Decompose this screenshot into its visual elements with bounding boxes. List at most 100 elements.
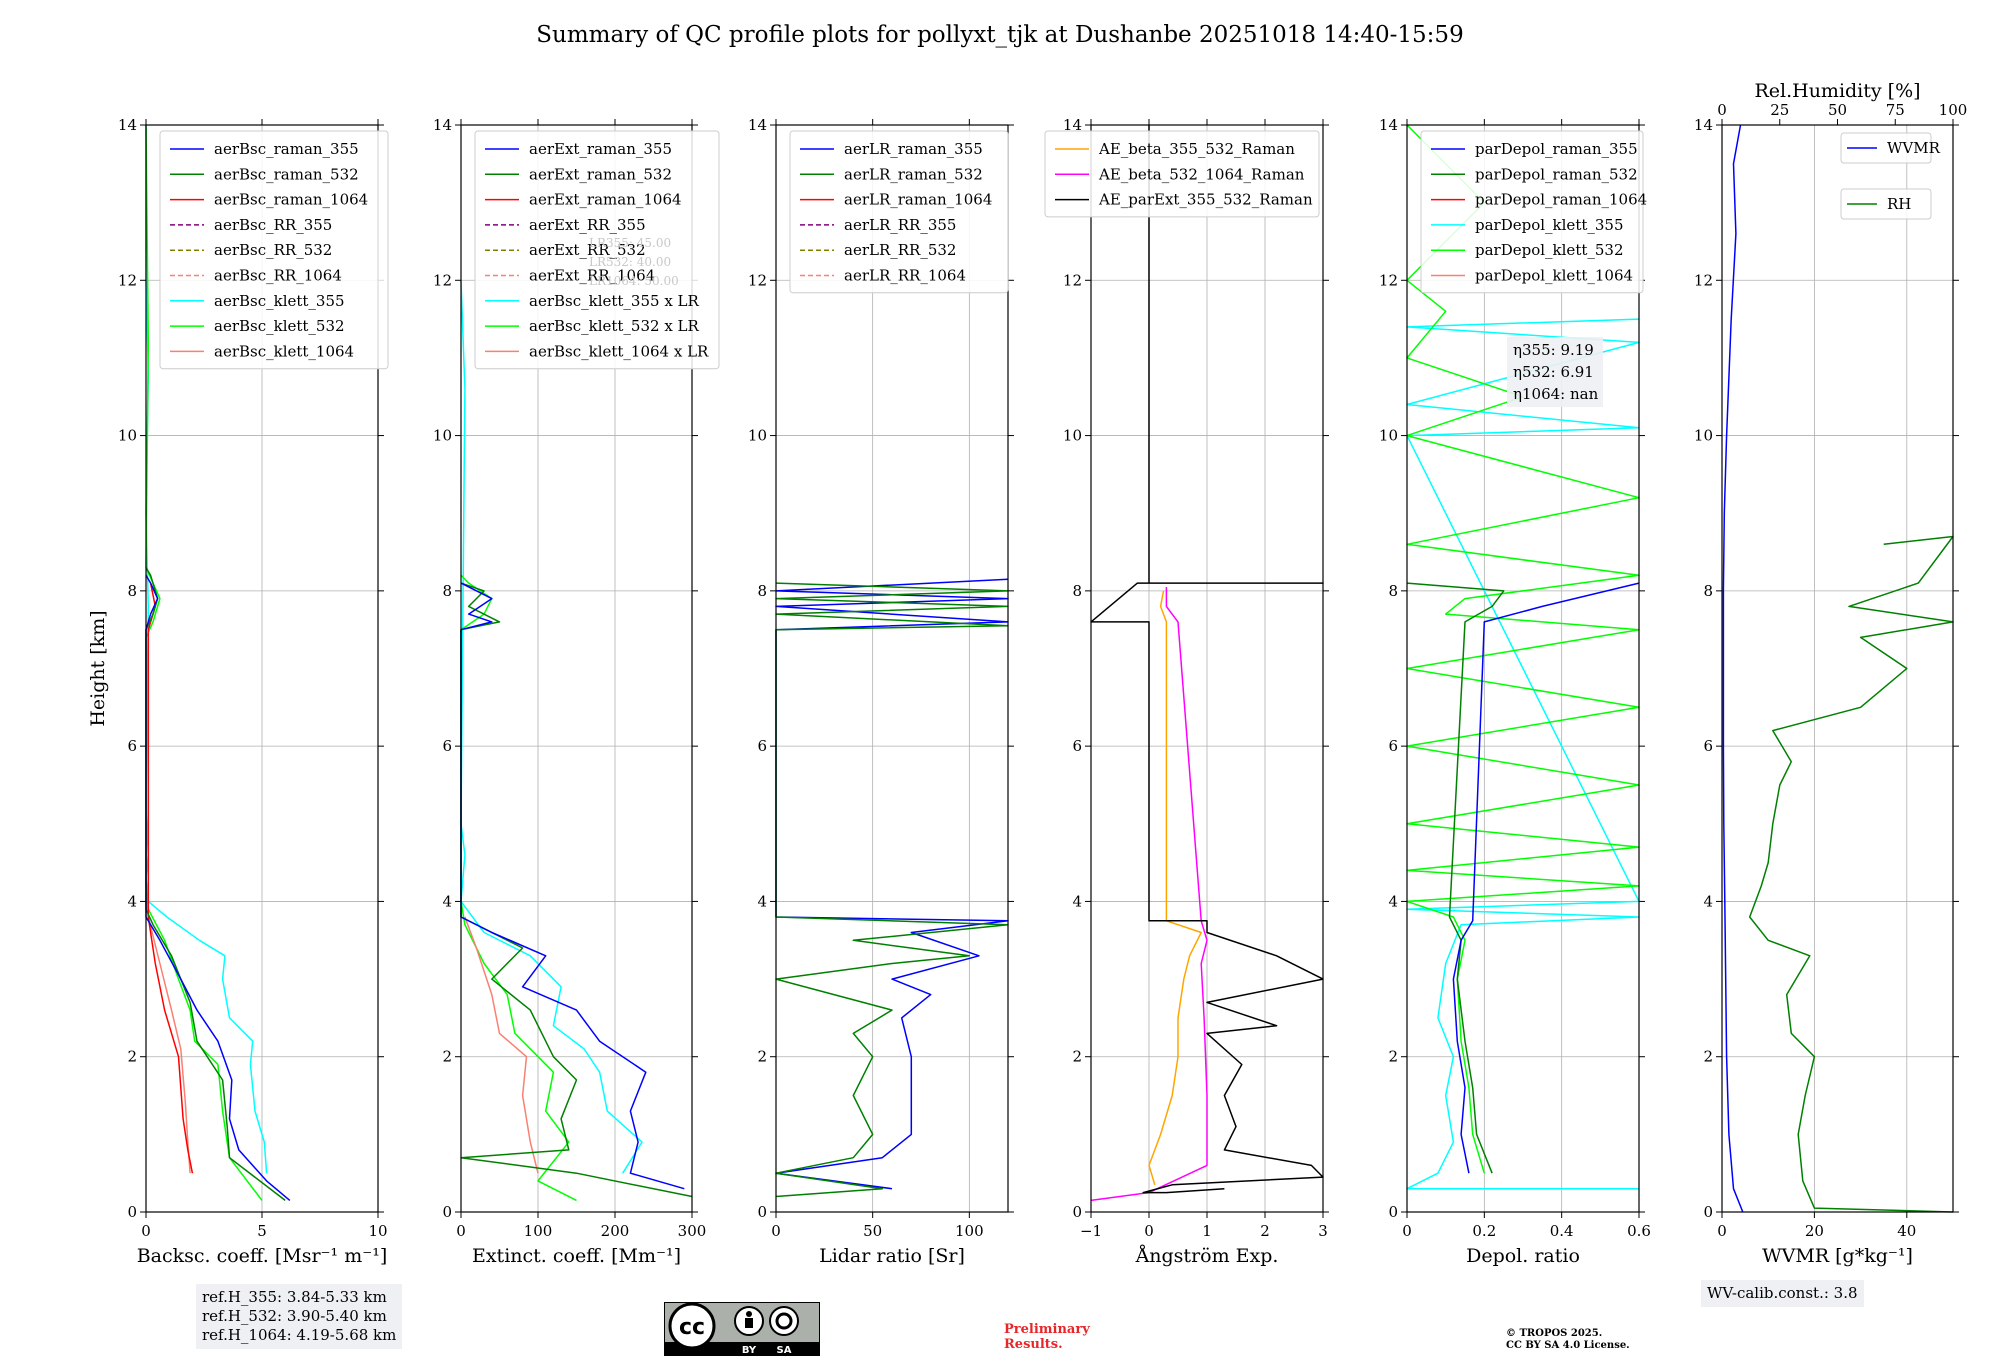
- top-x-tick-label: 100: [1939, 101, 1968, 119]
- x-tick-label: 0.2: [1472, 1222, 1496, 1240]
- series-line-parDepol_raman_355: [1452, 582, 1640, 1174]
- y-tick-label: 12: [748, 271, 767, 289]
- legend-label: aerExt_RR_355: [529, 216, 646, 234]
- axes-frame: [775, 124, 1009, 1213]
- legend-label: WVMR: [1887, 139, 1941, 157]
- lidar-ratio-annotation: LR355: 45.00: [589, 236, 671, 250]
- lidar-ratio-annotation: LR1064: 50.00: [589, 274, 679, 288]
- x-tick-label: 0: [771, 1222, 781, 1240]
- y-tick-label: 6: [127, 737, 137, 755]
- legend-label: aerLR_RR_355: [844, 216, 956, 234]
- y-tick-label: 14: [1063, 116, 1082, 134]
- y-tick-label: 10: [1063, 427, 1082, 445]
- x-tick-label: 0: [456, 1222, 466, 1240]
- y-tick-label: 6: [442, 737, 452, 755]
- y-tick-label: 8: [1388, 582, 1398, 600]
- legend-label: aerBsc_raman_532: [214, 165, 359, 183]
- legend-label: aerBsc_RR_355: [214, 216, 332, 234]
- reference-height-box: ref.H_355: 3.84-5.33 km ref.H_532: 3.90-…: [196, 1284, 403, 1349]
- y-tick-label: 2: [1703, 1048, 1713, 1066]
- x-tick-label: 50: [863, 1222, 882, 1240]
- y-tick-label: 10: [1379, 427, 1398, 445]
- legend: aerExt_raman_355 aerExt_raman_532 aerExt_r…: [474, 130, 720, 370]
- top-x-tick-label: 25: [1770, 101, 1789, 119]
- legend-label: aerLR_raman_355: [844, 140, 983, 158]
- legend-label: AE_parExt_355_532_Raman: [1098, 191, 1313, 209]
- legend-label: RH: [1887, 195, 1911, 213]
- legend-label: aerBsc_klett_355 x LR: [529, 292, 700, 310]
- y-tick-label: 14: [1694, 116, 1713, 134]
- y-tick-label: 8: [757, 582, 767, 600]
- y-tick-label: 12: [118, 271, 137, 289]
- series-line-aerBsc_raman_355: [145, 574, 291, 1201]
- x-tick-label: 3: [1318, 1222, 1328, 1240]
- legend-label: parDepol_raman_532: [1475, 165, 1638, 183]
- legend-label: AE_beta_532_1064_Raman: [1098, 165, 1305, 183]
- y-tick-label: 0: [1703, 1203, 1713, 1221]
- y-tick-label: 12: [433, 271, 452, 289]
- copyright-line-1: © TROPOS 2025.: [1506, 1328, 1603, 1339]
- legend-box: [1840, 132, 1932, 164]
- series-line-aerBsc_raman_532: [145, 567, 286, 1201]
- eta-label: η532: 6.91: [1513, 363, 1594, 381]
- x-tick-label: 0.4: [1550, 1222, 1574, 1240]
- y-tick-label: 2: [1072, 1048, 1082, 1066]
- y-tick-label: 2: [1388, 1048, 1398, 1066]
- series-line-AE_parExt_355_532_Raman: [1090, 125, 1324, 1194]
- wv-calibration-box: WV-calib.const.: 3.8: [1701, 1280, 1864, 1307]
- y-tick-label: 8: [1072, 582, 1082, 600]
- series-line-aerBsc_klett_532 x LR: [460, 574, 577, 1202]
- series-line-RH: [1748, 535, 1954, 1213]
- x-tick-label: 1: [1202, 1222, 1212, 1240]
- preliminary-line-1: Preliminary: [1004, 1322, 1090, 1337]
- legend-label: aerExt_raman_355: [529, 140, 672, 158]
- y-tick-label: 0: [442, 1203, 452, 1221]
- x-tick-label: 2: [1260, 1222, 1270, 1240]
- wv-calibration-text: WV-calib.const.: 3.8: [1707, 1284, 1858, 1302]
- ref-height-1064: ref.H_1064: 4.19-5.68 km: [202, 1326, 397, 1344]
- x-tick-label: 20: [1805, 1222, 1824, 1240]
- y-tick-label: 12: [1379, 271, 1398, 289]
- legend: parDepol_raman_355 parDepol_raman_532 parD…: [1420, 130, 1647, 294]
- axes-frame: [1721, 124, 1954, 1213]
- legend-box: [159, 130, 389, 370]
- legend-label: parDepol_klett_355: [1475, 216, 1624, 234]
- y-axis-label: Height [km]: [87, 610, 109, 726]
- series-line-aerExt_raman_532: [460, 582, 693, 1198]
- y-tick-label: 2: [757, 1048, 767, 1066]
- axes-frame: [460, 124, 693, 1213]
- x-tick-label: 100: [955, 1222, 984, 1240]
- y-tick-label: 6: [1703, 737, 1713, 755]
- legend-box: [474, 130, 720, 370]
- y-tick-label: 8: [442, 582, 452, 600]
- svg-text:cc: cc: [679, 1315, 705, 1340]
- series-line-AE_beta_532_1064_Raman: [1090, 587, 1208, 1202]
- x-tick-label: 10: [368, 1222, 387, 1240]
- x-axis-label: Backsc. coeff. [Msr⁻¹ m⁻¹]: [137, 1245, 388, 1267]
- legend-label: aerExt_raman_532: [529, 165, 672, 183]
- y-tick-label: 8: [1703, 582, 1713, 600]
- preliminary-results-note: Preliminary Results.: [1004, 1322, 1090, 1352]
- x-axis-label: WVMR [g*kg⁻¹]: [1762, 1245, 1913, 1267]
- legend-label: aerExt_RR_532: [529, 241, 646, 259]
- y-tick-label: 2: [127, 1048, 137, 1066]
- legend-label: aerLR_raman_1064: [844, 191, 992, 209]
- legend-label: aerBsc_klett_532: [214, 317, 345, 335]
- y-tick-label: 14: [433, 116, 452, 134]
- legend-label: aerBsc_RR_1064: [214, 267, 342, 285]
- legend-box: [1840, 188, 1932, 220]
- y-tick-label: 4: [1388, 892, 1398, 910]
- y-tick-label: 14: [1379, 116, 1398, 134]
- lidar-ratio-annotation: LR532: 40.00: [589, 255, 671, 269]
- legend-label: parDepol_raman_1064: [1475, 191, 1647, 209]
- copyright-line-2: CC BY SA 4.0 License.: [1506, 1340, 1630, 1351]
- legend-label: parDepol_raman_355: [1475, 140, 1638, 158]
- profile-panel-6: 0 20 40 0 25 50 75 100 Rel.Humidity [%] 0 2 4 6 8 10 12…: [1694, 80, 1967, 1267]
- y-tick-label: 0: [127, 1203, 137, 1221]
- legend-label: aerBsc_klett_355: [214, 292, 345, 310]
- x-axis-label: Lidar ratio [Sr]: [819, 1245, 965, 1267]
- legend-label: aerBsc_raman_355: [214, 140, 359, 158]
- y-tick-label: 4: [442, 892, 452, 910]
- cc-sa-label: SA: [777, 1345, 792, 1356]
